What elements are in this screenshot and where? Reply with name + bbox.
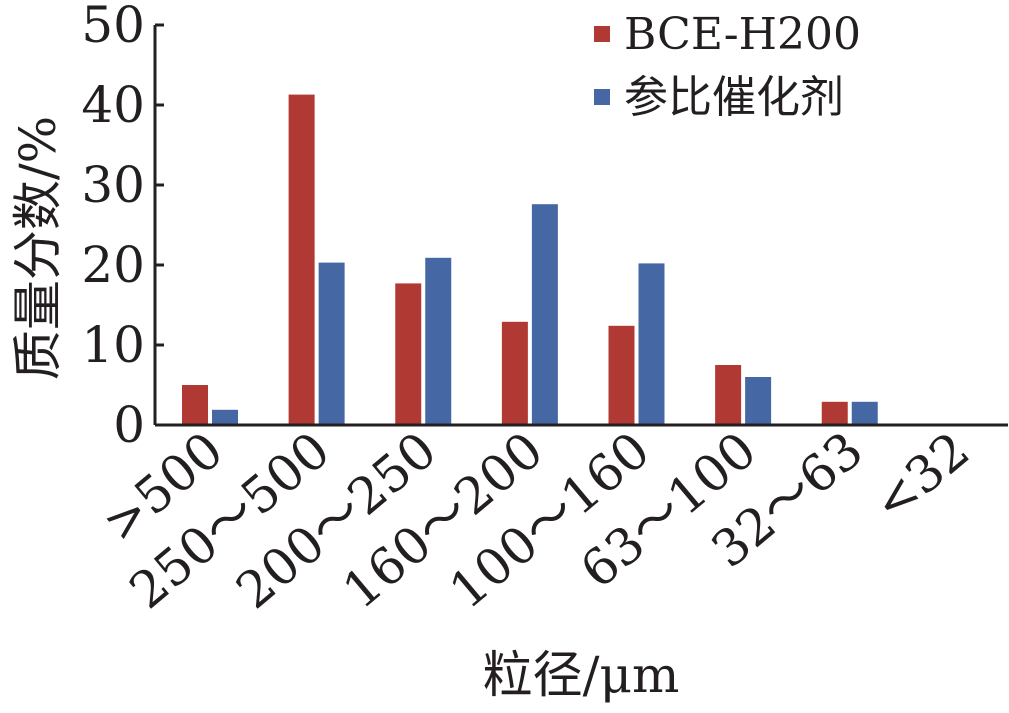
y-tick-label: 20	[81, 236, 145, 294]
bar-reference-catalyst	[425, 257, 452, 425]
bar-reference-catalyst	[851, 401, 878, 425]
bar-reference-catalyst	[745, 377, 772, 425]
bar-reference-catalyst	[212, 409, 238, 425]
bar-reference-catalyst	[638, 263, 665, 425]
y-tick-label: 0	[113, 396, 145, 454]
legend-label: BCE-H200	[624, 9, 861, 60]
bar-bce-h200	[501, 321, 528, 425]
bar-reference-catalyst	[318, 262, 345, 425]
x-axis-label: 粒径/μm	[483, 646, 680, 704]
y-axis-label: 质量分数/%	[9, 116, 67, 380]
bar-bce-h200	[288, 94, 315, 425]
x-tick-label: <32	[862, 421, 980, 533]
bar-reference-catalyst	[531, 204, 558, 425]
bar-bce-h200	[182, 385, 208, 425]
legend-swatch	[594, 89, 610, 105]
bar-series	[182, 94, 878, 425]
bar-bce-h200	[715, 365, 742, 425]
y-tick-label: 30	[81, 156, 145, 214]
y-tick-label: 40	[81, 76, 145, 134]
bar-bce-h200	[821, 401, 848, 425]
y-tick-label: 50	[81, 0, 145, 54]
bar-bce-h200	[395, 283, 422, 425]
y-tick-label: 10	[81, 316, 145, 374]
bar-bce-h200	[608, 325, 635, 425]
legend-swatch	[594, 26, 610, 42]
y-axis-ticks: 0 10 20 30 40 50	[81, 0, 164, 454]
legend-label: 参比催化剂	[624, 72, 844, 123]
legend: BCE-H200 参比催化剂	[594, 9, 861, 123]
x-axis-tick-labels: >500250～500200～250160～200100～16063～10032…	[92, 421, 981, 620]
